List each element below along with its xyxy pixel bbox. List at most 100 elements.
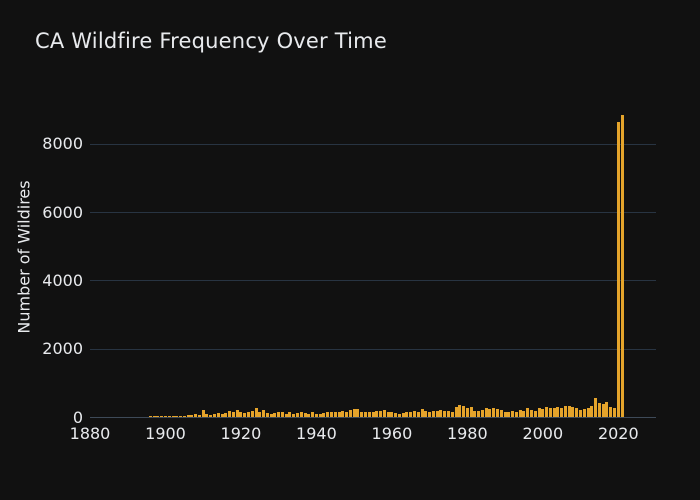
bar-1953[interactable] — [363, 411, 367, 417]
bar-2000[interactable] — [541, 408, 545, 417]
bar-1977[interactable] — [454, 406, 458, 417]
bar-1952[interactable] — [360, 411, 364, 417]
bar-1992[interactable] — [511, 411, 515, 417]
bar-2006[interactable] — [563, 406, 567, 417]
bar-1981[interactable] — [469, 407, 473, 417]
bar-2009[interactable] — [575, 408, 579, 417]
bar-1990[interactable] — [503, 411, 507, 417]
bar-2018[interactable] — [609, 407, 613, 417]
bar-1922[interactable] — [246, 412, 250, 417]
bar-1918[interactable] — [231, 412, 235, 417]
bar-2001[interactable] — [545, 407, 549, 417]
bar-1930[interactable] — [277, 412, 281, 417]
bar-1910[interactable] — [201, 410, 205, 417]
plot-area[interactable] — [90, 96, 656, 418]
bar-2011[interactable] — [582, 408, 586, 417]
bar-2005[interactable] — [560, 408, 564, 417]
bar-1966[interactable] — [413, 410, 416, 417]
bar-2002[interactable] — [548, 408, 552, 417]
bar-1987[interactable] — [492, 408, 496, 417]
bar-1965[interactable] — [409, 411, 413, 417]
bar-1931[interactable] — [280, 411, 284, 417]
bar-1997[interactable] — [529, 410, 533, 417]
bar-2015[interactable] — [597, 403, 601, 417]
bar-1933[interactable] — [288, 412, 292, 417]
bar-1983[interactable] — [477, 410, 481, 417]
bar-1941[interactable] — [318, 414, 322, 417]
bar-2010[interactable] — [579, 410, 583, 417]
bar-1904[interactable] — [179, 415, 183, 417]
bar-1975[interactable] — [446, 411, 450, 417]
bar-1959[interactable] — [386, 411, 390, 417]
bar-1962[interactable] — [397, 413, 401, 417]
bar-1976[interactable] — [450, 411, 454, 417]
bar-1898[interactable] — [156, 416, 160, 417]
bar-2013[interactable] — [590, 405, 594, 417]
bar-1897[interactable] — [152, 416, 156, 417]
bar-1958[interactable] — [382, 410, 386, 417]
bar-2019[interactable] — [612, 408, 616, 417]
bar-2014[interactable] — [594, 398, 598, 417]
bar-1967[interactable] — [416, 411, 420, 417]
bar-1948[interactable] — [345, 412, 349, 417]
bar-1909[interactable] — [197, 414, 201, 417]
bar-1929[interactable] — [273, 412, 277, 417]
bar-1899[interactable] — [160, 416, 164, 417]
bar-1903[interactable] — [175, 415, 179, 417]
bar-1901[interactable] — [167, 416, 171, 417]
bar-1956[interactable] — [375, 411, 379, 417]
bar-1914[interactable] — [216, 412, 220, 417]
bar-1972[interactable] — [435, 410, 439, 417]
bar-1939[interactable] — [311, 411, 315, 417]
bar-1993[interactable] — [514, 411, 518, 417]
bar-1954[interactable] — [367, 411, 371, 417]
bar-1979[interactable] — [462, 405, 466, 417]
bar-1986[interactable] — [488, 409, 492, 417]
bar-2021[interactable] — [620, 114, 624, 417]
bar-1924[interactable] — [254, 408, 258, 417]
bar-1998[interactable] — [533, 410, 537, 417]
bar-1942[interactable] — [322, 412, 326, 417]
bar-1919[interactable] — [235, 409, 239, 417]
bar-2004[interactable] — [556, 407, 560, 417]
bar-2008[interactable] — [571, 406, 575, 417]
bar-1913[interactable] — [213, 413, 217, 417]
bar-1957[interactable] — [379, 410, 383, 417]
bar-2007[interactable] — [567, 405, 571, 417]
bar-1989[interactable] — [499, 410, 503, 417]
bar-1999[interactable] — [537, 408, 541, 417]
bar-1908[interactable] — [194, 414, 198, 417]
bar-1973[interactable] — [439, 410, 443, 417]
bar-1944[interactable] — [329, 412, 333, 417]
bar-1946[interactable] — [337, 411, 341, 417]
bar-1968[interactable] — [420, 409, 424, 417]
bar-1907[interactable] — [190, 415, 194, 417]
bar-2016[interactable] — [601, 404, 605, 417]
bar-1900[interactable] — [163, 416, 167, 417]
bar-1902[interactable] — [171, 416, 175, 417]
bar-1932[interactable] — [284, 414, 288, 417]
bar-1974[interactable] — [443, 410, 447, 417]
bar-1943[interactable] — [326, 412, 330, 417]
bar-1980[interactable] — [465, 408, 469, 417]
bar-1963[interactable] — [401, 412, 405, 417]
bar-1991[interactable] — [507, 412, 511, 417]
bar-1995[interactable] — [522, 410, 526, 417]
bar-1947[interactable] — [341, 411, 345, 417]
bar-1934[interactable] — [292, 413, 296, 417]
bar-1955[interactable] — [371, 412, 375, 417]
bar-1928[interactable] — [269, 413, 273, 417]
bar-2017[interactable] — [605, 401, 609, 417]
bar-1912[interactable] — [209, 414, 213, 417]
bar-1994[interactable] — [518, 410, 522, 417]
bar-1921[interactable] — [243, 412, 247, 417]
bar-1936[interactable] — [299, 411, 303, 417]
bar-1964[interactable] — [405, 412, 409, 417]
bar-1923[interactable] — [250, 411, 254, 417]
bar-1996[interactable] — [526, 407, 530, 417]
bar-1935[interactable] — [296, 412, 300, 417]
bar-1916[interactable] — [224, 412, 228, 417]
bar-1905[interactable] — [182, 415, 186, 417]
bar-1927[interactable] — [265, 412, 269, 417]
bar-1896[interactable] — [148, 416, 152, 417]
